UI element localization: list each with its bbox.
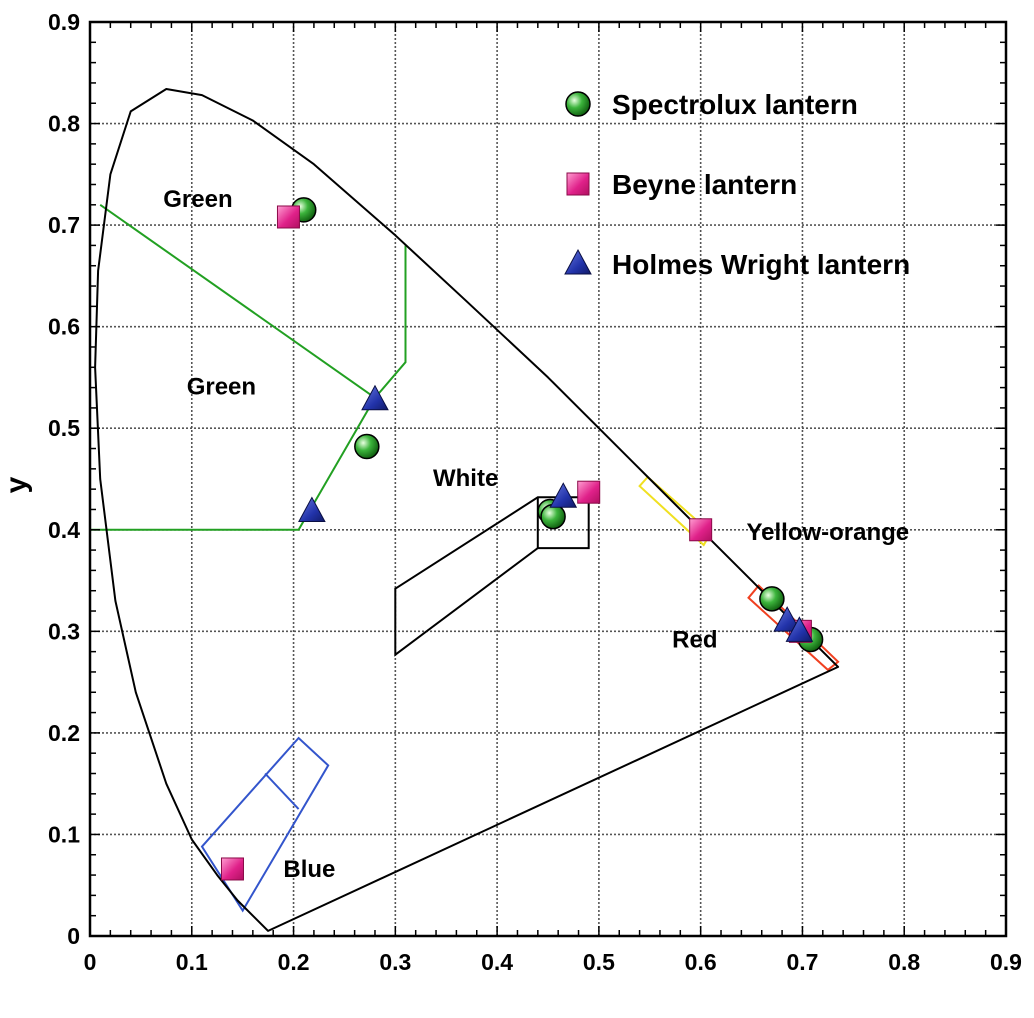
x-tick-label: 0.3 <box>379 949 411 975</box>
y-tick-label: 0.4 <box>48 517 80 543</box>
beyne-point <box>689 518 713 542</box>
plot-frame <box>88 20 1008 938</box>
y-tick-label: 0.6 <box>48 314 80 340</box>
region-green-boundary <box>99 203 407 400</box>
spectral-locus-outline <box>94 88 840 932</box>
y-axis-label: y <box>0 476 33 493</box>
spectral-locus <box>94 88 840 932</box>
y-tick-label: 0.7 <box>48 212 80 238</box>
x-tick-label: 0.6 <box>685 949 717 975</box>
region-annotations: Green Green White Yellow-orange Red Blue <box>163 186 909 883</box>
y-tick-label: 0 <box>67 923 80 949</box>
beyne-point <box>276 205 300 229</box>
spectrolux-point <box>540 503 566 530</box>
legend-spectrolux-marker <box>565 91 591 117</box>
y-tick-label: 0.3 <box>48 618 80 644</box>
plot-border <box>88 20 1008 938</box>
region-blue-boundary <box>200 736 330 913</box>
holmes-point <box>785 616 814 642</box>
x-tick-label: 0.8 <box>888 949 920 975</box>
axis-ticks: 0 0.1 0.2 0.3 0.4 0.5 0.6 0.7 0.8 0.9 0 0.1 0.2 0.3 0.… <box>48 9 1022 975</box>
holmes-point <box>361 384 389 411</box>
y-tick-label: 0.1 <box>48 821 80 847</box>
x-tick-label: 0.1 <box>176 949 208 975</box>
spectrolux-point <box>354 433 380 460</box>
x-tick-label: 0.7 <box>786 949 818 975</box>
legend-holmes-marker <box>564 248 592 275</box>
x-tick-label: 0 <box>84 949 97 975</box>
legend-holmes-label: Holmes Wright lantern <box>612 249 910 280</box>
data-points <box>220 197 824 881</box>
beyne-point <box>220 857 244 881</box>
y-tick-label: 0.2 <box>48 720 80 746</box>
x-tick-label: 0.9 <box>990 949 1022 975</box>
grid <box>90 22 1006 936</box>
x-axis-label: x <box>540 1012 557 1018</box>
x-tick-label: 0.2 <box>278 949 310 975</box>
annotation-white: White <box>433 465 498 492</box>
annotation-green: Green <box>187 374 256 401</box>
beyne-point <box>577 480 601 504</box>
signal-regions <box>90 203 840 913</box>
annotation-green: Green <box>163 186 232 213</box>
holmes-point <box>298 496 326 522</box>
y-tick-label: 0.8 <box>48 111 80 137</box>
legend-beyne-label: Beyne lantern <box>612 169 797 200</box>
annotation-blue: Blue <box>283 856 335 883</box>
x-tick-label: 0.5 <box>583 949 615 975</box>
region-green-boundary <box>90 397 376 531</box>
annotation-yellow-orange: Yellow-orange <box>746 519 909 546</box>
legend: Spectrolux lantern Beyne lantern Holmes Wr… <box>564 89 910 280</box>
spectrolux-point <box>759 586 785 612</box>
legend-spectrolux-label: Spectrolux lantern <box>612 89 858 120</box>
y-tick-label: 0.5 <box>48 415 80 441</box>
holmes-point <box>549 482 578 508</box>
x-tick-label: 0.4 <box>481 949 513 975</box>
y-tick-label: 0.9 <box>48 9 80 35</box>
holmes-point <box>773 606 802 632</box>
region-blue-boundary <box>264 772 300 810</box>
annotation-red: Red <box>672 627 717 654</box>
legend-beyne-marker <box>566 172 590 196</box>
